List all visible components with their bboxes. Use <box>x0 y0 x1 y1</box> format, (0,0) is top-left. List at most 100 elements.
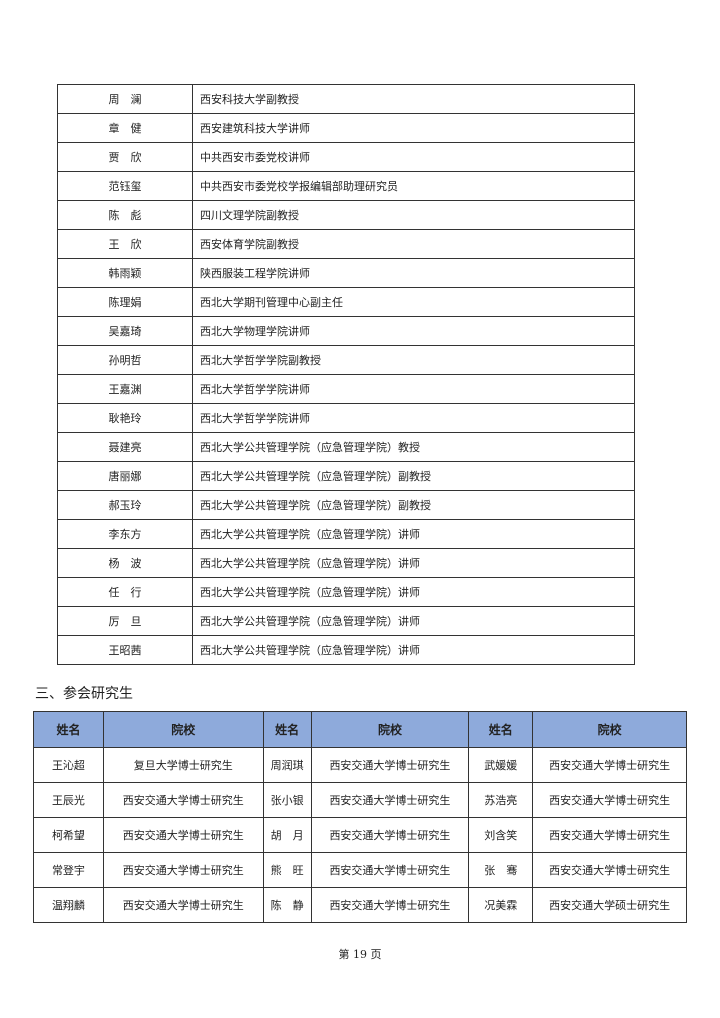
header-row: 姓名 院校 姓名 院校 姓名 院校 <box>33 711 687 748</box>
table-row: 王 欣西安体育学院副教授 <box>57 229 635 259</box>
school-cell: 西安交通大学博士研究生 <box>310 852 470 888</box>
affiliation-cell: 西北大学期刊管理中心副主任 <box>192 287 635 317</box>
affiliation-cell: 中共西安市委党校讲师 <box>192 142 635 172</box>
affiliation-cell: 西北大学哲学学院讲师 <box>192 403 635 433</box>
affiliation-cell: 陕西服装工程学院讲师 <box>192 258 635 288</box>
school-cell: 西安交通大学博士研究生 <box>102 782 264 818</box>
table-row: 任 行西北大学公共管理学院（应急管理学院）讲师 <box>57 577 635 607</box>
affiliation-cell: 四川文理学院副教授 <box>192 200 635 230</box>
name-cell: 李东方 <box>57 519 193 549</box>
name-cell: 孙明哲 <box>57 345 193 375</box>
school-cell: 西安交通大学博士研究生 <box>532 747 687 783</box>
table-row: 聂建亮 西北大学公共管理学院（应急管理学院）教授 <box>57 432 635 462</box>
header-name: 姓名 <box>262 711 312 748</box>
name-cell: 刘含笑 <box>468 817 534 853</box>
table-row: 耿艳玲 西北大学哲学学院讲师 <box>57 403 635 433</box>
table-row: 温翔麟 西安交通大学博士研究生陈 静西安交通大学博士研究生 况美霖 西安交通大学硕士研… <box>33 887 687 923</box>
name-cell: 郝玉玲 <box>57 490 193 520</box>
name-cell: 况美霖 <box>468 887 534 923</box>
name-cell: 王 欣 <box>57 229 193 259</box>
school-cell: 西安交通大学博士研究生 <box>102 887 264 923</box>
school-cell: 西安交通大学博士研究生 <box>532 817 687 853</box>
name-cell: 范钰玺 <box>57 171 193 201</box>
table-row: 周 澜西安科技大学副教授 <box>57 84 635 114</box>
name-cell: 武媛媛 <box>468 747 534 783</box>
name-cell: 杨 波 <box>57 548 193 578</box>
table-row: 孙明哲 西北大学哲学学院副教授 <box>57 345 635 375</box>
header-school: 院校 <box>310 711 470 748</box>
affiliation-cell: 西北大学哲学学院副教授 <box>192 345 635 375</box>
table-row: 王昭茜 西北大学公共管理学院（应急管理学院）讲师 <box>57 635 635 665</box>
staff-table: 周 澜西安科技大学副教授章 健西安建筑科技大学讲师贾 欣中共西安市委党校讲师 范钰… <box>57 84 635 665</box>
affiliation-cell: 西北大学哲学学院讲师 <box>192 374 635 404</box>
affiliation-cell: 西北大学公共管理学院（应急管理学院）讲师 <box>192 519 635 549</box>
name-cell: 陈理娟 <box>57 287 193 317</box>
affiliation-cell: 西北大学公共管理学院（应急管理学院）讲师 <box>192 577 635 607</box>
table-row: 陈 彪四川文理学院副教授 <box>57 200 635 230</box>
affiliation-cell: 中共西安市委党校学报编辑部助理研究员 <box>192 171 635 201</box>
students-table: 姓名 院校 姓名 院校 姓名 院校 王沁超 复旦大学博士研究生 周润琪 西安交通大学博士研究生武… <box>33 711 687 923</box>
name-cell: 王辰光 <box>33 782 104 818</box>
name-cell: 周 澜 <box>57 84 193 114</box>
table-row: 王辰光 西安交通大学博士研究生 张小银 西安交通大学博士研究生 苏浩亮 西安交通大学博士研… <box>33 782 687 818</box>
name-cell: 王嘉渊 <box>57 374 193 404</box>
name-cell: 王沁超 <box>33 747 104 783</box>
name-cell: 温翔麟 <box>33 887 104 923</box>
table-row: 王沁超 复旦大学博士研究生 周润琪 西安交通大学博士研究生 武媛媛 西安交通大学博士研究生 <box>33 747 687 783</box>
name-cell: 陈 彪 <box>57 200 193 230</box>
school-cell: 西安交通大学博士研究生 <box>310 782 470 818</box>
name-cell: 常登宇 <box>33 852 104 888</box>
school-cell: 西安交通大学博士研究生 <box>532 782 687 818</box>
affiliation-cell: 西安科技大学副教授 <box>192 84 635 114</box>
table-row: 贾 欣中共西安市委党校讲师 <box>57 142 635 172</box>
name-cell: 唐丽娜 <box>57 461 193 491</box>
table-row: 杨 波西北大学公共管理学院（应急管理学院）讲师 <box>57 548 635 578</box>
table-row: 柯希望 西安交通大学博士研究生胡 月西安交通大学博士研究生 刘含笑 西安交通大学博士研… <box>33 817 687 853</box>
table-row: 唐丽娜 西北大学公共管理学院（应急管理学院）副教授 <box>57 461 635 491</box>
affiliation-cell: 西北大学公共管理学院（应急管理学院）讲师 <box>192 548 635 578</box>
name-cell: 张 骞 <box>468 852 534 888</box>
affiliation-cell: 西北大学公共管理学院（应急管理学院）副教授 <box>192 490 635 520</box>
table-row: 郝玉玲 西北大学公共管理学院（应急管理学院）副教授 <box>57 490 635 520</box>
header-name: 姓名 <box>33 711 104 748</box>
school-cell: 西安交通大学博士研究生 <box>102 852 264 888</box>
affiliation-cell: 西北大学公共管理学院（应急管理学院）副教授 <box>192 461 635 491</box>
section-title: 三、参会研究生 <box>35 686 133 702</box>
name-cell: 贾 欣 <box>57 142 193 172</box>
name-cell: 苏浩亮 <box>468 782 534 818</box>
affiliation-cell: 西安体育学院副教授 <box>192 229 635 259</box>
name-cell: 耿艳玲 <box>57 403 193 433</box>
name-cell: 聂建亮 <box>57 432 193 462</box>
affiliation-cell: 西北大学物理学院讲师 <box>192 316 635 346</box>
table-row: 范钰玺 中共西安市委党校学报编辑部助理研究员 <box>57 171 635 201</box>
school-cell: 西安交通大学博士研究生 <box>310 747 470 783</box>
table-row: 厉 旦西北大学公共管理学院（应急管理学院）讲师 <box>57 606 635 636</box>
table-row: 吴嘉琦 西北大学物理学院讲师 <box>57 316 635 346</box>
affiliation-cell: 西北大学公共管理学院（应急管理学院）教授 <box>192 432 635 462</box>
affiliation-cell: 西安建筑科技大学讲师 <box>192 113 635 143</box>
name-cell: 胡 月 <box>262 817 312 853</box>
name-cell: 张小银 <box>262 782 312 818</box>
name-cell: 周润琪 <box>262 747 312 783</box>
name-cell: 章 健 <box>57 113 193 143</box>
name-cell: 柯希望 <box>33 817 104 853</box>
table-row: 王嘉渊 西北大学哲学学院讲师 <box>57 374 635 404</box>
school-cell: 西安交通大学博士研究生 <box>102 817 264 853</box>
name-cell: 厉 旦 <box>57 606 193 636</box>
header-name: 姓名 <box>468 711 534 748</box>
name-cell: 韩雨颖 <box>57 258 193 288</box>
school-cell: 西安交通大学博士研究生 <box>310 887 470 923</box>
school-cell: 复旦大学博士研究生 <box>102 747 264 783</box>
name-cell: 吴嘉琦 <box>57 316 193 346</box>
header-school: 院校 <box>532 711 687 748</box>
name-cell: 王昭茜 <box>57 635 193 665</box>
name-cell: 熊 旺 <box>262 852 312 888</box>
affiliation-cell: 西北大学公共管理学院（应急管理学院）讲师 <box>192 635 635 665</box>
header-school: 院校 <box>102 711 264 748</box>
table-row: 章 健西安建筑科技大学讲师 <box>57 113 635 143</box>
school-cell: 西安交通大学硕士研究生 <box>532 887 687 923</box>
affiliation-cell: 西北大学公共管理学院（应急管理学院）讲师 <box>192 606 635 636</box>
page-number: 第 19 页 <box>338 948 382 961</box>
school-cell: 西安交通大学博士研究生 <box>310 817 470 853</box>
table-row: 韩雨颖 陕西服装工程学院讲师 <box>57 258 635 288</box>
